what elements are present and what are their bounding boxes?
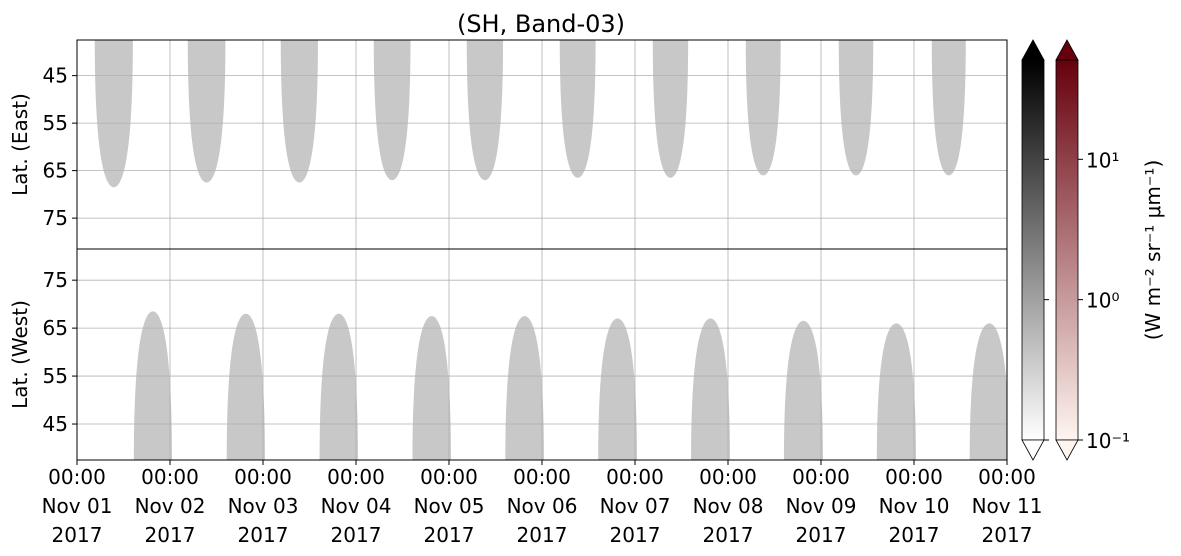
y-tick-label: 75 [43,206,68,230]
x-tick-label: Nov 02 [135,494,206,518]
daylight-lobe [931,40,966,176]
x-tick-label: Nov 09 [786,494,857,518]
x-tick-label: 00:00 [606,465,664,489]
daylight-lobe [559,40,596,178]
y-tick-label: 55 [43,111,68,135]
daylight-lobe [373,40,411,181]
colorbar-tick-label: 10⁻¹ [1086,429,1130,453]
colorbar-extend [1055,39,1079,61]
x-tick-label: 2017 [331,523,382,547]
daylight-lobe [280,40,318,183]
panel [94,40,966,188]
daylight-lobe [505,316,544,460]
x-tick-label: 2017 [703,523,754,547]
colorbar-extend [1021,439,1045,461]
y-tick-label: 75 [43,268,68,292]
x-tick-label: Nov 08 [693,494,764,518]
daylight-lobe [187,40,226,183]
colorbar [1021,59,1045,441]
daylight-lobe [133,311,172,460]
x-tick-label: 00:00 [513,465,571,489]
daylight-lobe [691,318,730,460]
x-tick-label: 2017 [517,523,568,547]
daylight-lobe [783,320,823,460]
x-tick-label: Nov 04 [321,494,392,518]
daylight-lobe [466,40,504,181]
colorbar-tick-label: 10¹ [1086,148,1119,172]
chart-title: (SH, Band-03) [457,10,625,38]
x-tick-label: 00:00 [327,465,385,489]
x-tick-label: 00:00 [699,465,757,489]
x-tick-label: 2017 [145,523,196,547]
x-tick-label: 00:00 [420,465,478,489]
x-tick-label: Nov 05 [414,494,485,518]
x-tick-label: 00:00 [141,465,199,489]
x-tick-label: 2017 [52,523,103,547]
x-tick-label: 00:00 [978,465,1036,489]
daylight-lobe [598,318,637,460]
y-axis-label: Lat. (East) [8,93,32,196]
y-tick-label: 45 [43,412,68,436]
daylight-lobe [969,323,1007,460]
daylight-lobe [226,313,265,460]
panel [133,311,1007,460]
x-tick-label: 2017 [982,523,1033,547]
colorbar-tick-label: 10⁰ [1086,289,1119,313]
x-tick-label: Nov 10 [879,494,950,518]
colorbar-extend [1021,39,1045,61]
x-tick-label: 2017 [238,523,289,547]
x-tick-label: Nov 11 [972,494,1043,518]
x-tick-label: 2017 [796,523,847,547]
x-tick-label: Nov 03 [228,494,299,518]
x-tick-label: 2017 [424,523,475,547]
daylight-lobe [838,40,874,176]
y-tick-label: 65 [43,159,68,183]
colorbar-extend [1055,439,1079,461]
x-tick-label: 2017 [610,523,661,547]
y-tick-label: 45 [43,64,68,88]
x-tick-label: Nov 07 [600,494,671,518]
x-tick-label: 2017 [889,523,940,547]
y-tick-label: 65 [43,316,68,340]
daylight-lobe [745,40,781,176]
x-tick-label: 00:00 [48,465,106,489]
x-tick-label: Nov 01 [42,494,113,518]
x-tick-label: 00:00 [792,465,850,489]
y-tick-label: 55 [43,364,68,388]
x-tick-label: 00:00 [234,465,292,489]
daylight-lobe [652,40,689,178]
x-tick-label: Nov 06 [507,494,578,518]
x-tick-label: 00:00 [885,465,943,489]
daylight-lobe [412,316,451,460]
daylight-lobe [319,313,358,460]
y-axis-label: Lat. (West) [8,300,32,409]
daylight-lobe [94,40,133,188]
colorbar-label: (W m⁻² sr⁻¹ μm⁻¹) [1141,160,1165,341]
daylight-lobe [876,323,916,460]
colorbar [1055,59,1079,441]
